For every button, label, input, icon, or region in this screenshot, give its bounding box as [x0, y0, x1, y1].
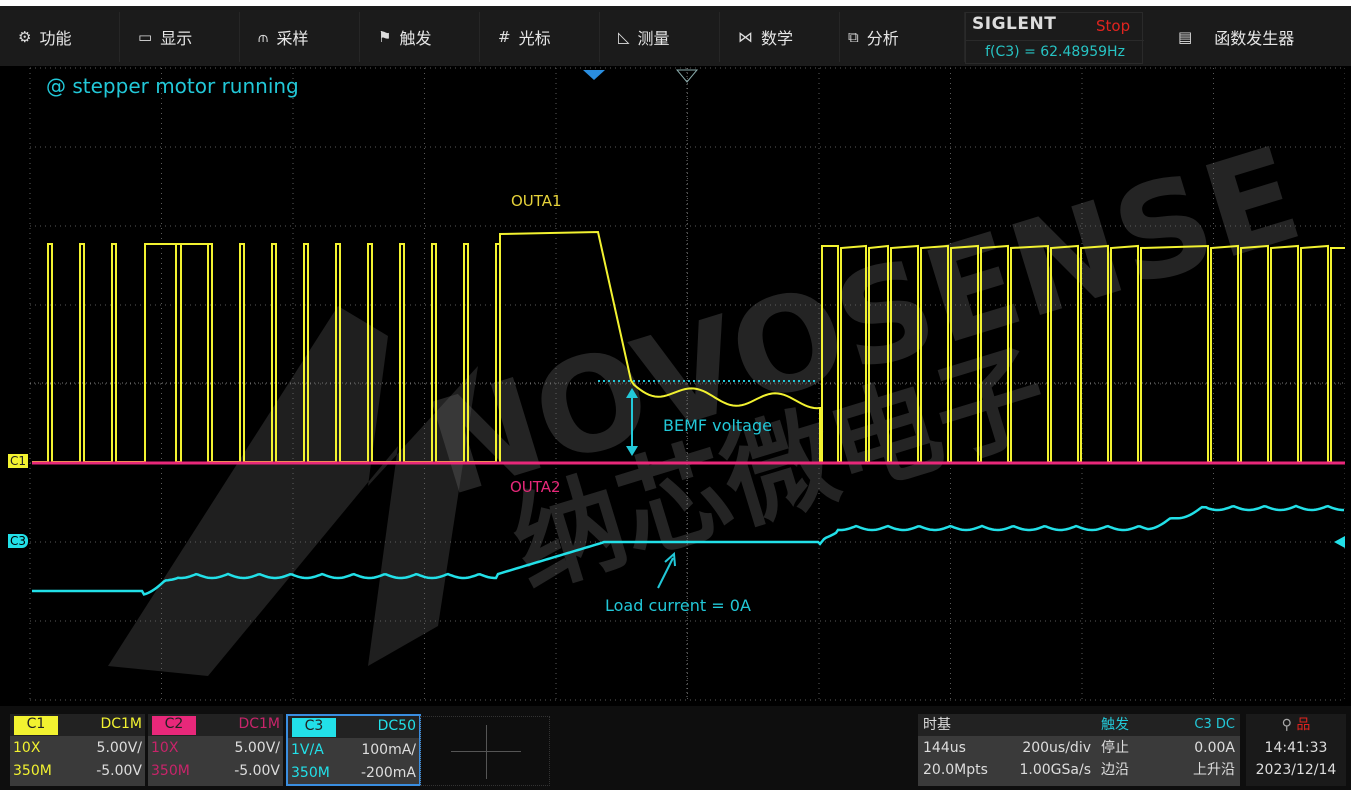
trigger-source: C3 DC — [1194, 717, 1235, 732]
menu-label: 分析 — [866, 29, 899, 48]
menu-label: 功能 — [39, 29, 72, 48]
document-icon: ▤ — [1178, 28, 1193, 46]
channel-label: C2 — [152, 716, 196, 735]
arrow-head — [664, 551, 676, 567]
annotation-title: @ stepper motor running — [46, 74, 299, 98]
trigger-position-marker — [583, 70, 605, 80]
probe: 10X — [151, 740, 179, 756]
bottom-status-bar: C1 DC1M 10X 5.00V/ 350M -5.00V C2 DC1M 10X 5.0… — [0, 706, 1351, 790]
coupling: DC1M — [238, 716, 280, 732]
menu-label: 数学 — [761, 29, 794, 48]
menu-label: 函数发生器 — [1214, 29, 1295, 48]
annotation-load-current: Load current = 0A — [605, 596, 751, 615]
c3-waveform — [32, 504, 1344, 596]
clock-time: 14:41:33 — [1264, 740, 1328, 756]
status-panel: SIGLENT Stop f(C3) = 62.48959Hz — [965, 12, 1144, 64]
trigger-title: 触发 — [1101, 717, 1129, 733]
top-menu-bar: ⚙ 功能 ▭ 显示 ⫙ 采样 ⚑ 触发 # 光标 ◺ 测量 ⋈ 数学 ⧉ 分析 SIGLENT Stop f(… — [0, 0, 1351, 66]
menu-gear[interactable]: ⚙ 功能 — [0, 12, 120, 62]
timebase-delay: 144us — [923, 740, 966, 756]
trigger-slope: 上升沿 — [1193, 762, 1235, 778]
cursor-grid-icon: # — [498, 28, 511, 46]
usb-icon: ⚲ — [1281, 717, 1292, 733]
frequency-readout: f(C3) = 62.48959Hz — [966, 40, 1144, 60]
channel-c2-panel[interactable]: C2 DC1M 10X 5.00V/ 350M -5.00V — [148, 714, 283, 786]
system-status: ⚲ 品 14:41:33 2023/12/14 — [1246, 714, 1346, 786]
flag-icon: ⚑ — [378, 28, 392, 46]
menu-math[interactable]: ⋈ 数学 — [720, 12, 840, 62]
measure-icon: ◺ — [618, 28, 630, 46]
timebase-title: 时基 — [923, 717, 951, 733]
add-channel-button[interactable] — [420, 716, 550, 786]
menu-label: 显示 — [160, 29, 193, 48]
channel-c3-panel[interactable]: C3 DC50 1V/A 100mA/ 350M -200mA — [286, 714, 421, 786]
offset: -5.00V — [234, 763, 280, 779]
offset: -200mA — [361, 765, 416, 781]
clock-date: 2023/12/14 — [1255, 762, 1337, 778]
trigger-type: 边沿 — [1101, 762, 1129, 778]
waveform-display[interactable]: NOVOSENSE 纳芯微电子 @ stepper motor running O… — [8, 66, 1345, 706]
coupling: DC1M — [100, 716, 142, 732]
channel-label: C3 — [292, 718, 336, 737]
vertical-scale: 5.00V/ — [234, 740, 280, 756]
acquire-icon: ⫙ — [258, 28, 269, 46]
bandwidth: 350M — [151, 763, 190, 779]
menu-analysis[interactable]: ⧉ 分析 — [830, 12, 965, 62]
menu-flag[interactable]: ⚑ 触发 — [360, 12, 480, 62]
trigger-level-marker — [1334, 536, 1345, 548]
vertical-scale: 100mA/ — [361, 742, 416, 758]
coupling: DC50 — [377, 718, 416, 734]
arrow-head-down — [626, 446, 638, 456]
trigger-panel[interactable]: 触发 C3 DC 停止 0.00A 边沿 上升沿 — [1096, 714, 1240, 786]
arrow-head-up — [626, 388, 638, 398]
watermark-logo — [108, 306, 478, 676]
probe: 10X — [13, 740, 41, 756]
menu-measure[interactable]: ◺ 测量 — [600, 12, 720, 62]
run-status[interactable]: Stop — [1096, 17, 1131, 35]
annotation-bemf: BEMF voltage — [663, 416, 772, 435]
bandwidth: 350M — [291, 765, 330, 781]
center-position-marker — [675, 69, 699, 83]
gear-icon: ⚙ — [18, 28, 32, 46]
offset: -5.00V — [96, 763, 142, 779]
menu-label: 采样 — [276, 29, 309, 48]
analysis-icon: ⧉ — [848, 28, 859, 46]
trigger-level: 0.00A — [1194, 740, 1235, 756]
c1-marker[interactable]: C1 — [8, 454, 29, 468]
bandwidth: 350M — [13, 763, 52, 779]
menu-label: 触发 — [399, 29, 432, 48]
load-current-arrow — [657, 557, 674, 589]
timebase-panel[interactable]: 时基 144us 200us/div 20.0Mpts 1.00GSa/s — [918, 714, 1096, 786]
vertical-scale: 5.00V/ — [96, 740, 142, 756]
menu-cursor-grid[interactable]: # 光标 — [480, 12, 600, 62]
network-disconnected-icon: 品 — [1296, 717, 1311, 733]
annotation-outa1: OUTA1 — [511, 192, 562, 210]
siglent-logo: SIGLENT — [972, 14, 1057, 34]
menu-monitor[interactable]: ▭ 显示 — [120, 12, 240, 62]
menu-function-generator[interactable]: ▤ 函数发生器 — [1160, 12, 1351, 62]
c3-marker[interactable]: C3 — [8, 534, 29, 548]
probe: 1V/A — [291, 742, 324, 758]
sample-rate: 1.00GSa/s — [1019, 762, 1092, 778]
menu-label: 光标 — [518, 29, 551, 48]
menu-label: 测量 — [637, 29, 670, 48]
menu-acquire[interactable]: ⫙ 采样 — [240, 12, 360, 62]
channel-label: C1 — [14, 716, 58, 735]
math-icon: ⋈ — [738, 28, 753, 46]
memory-depth: 20.0Mpts — [923, 762, 988, 778]
annotation-outa2: OUTA2 — [510, 478, 561, 496]
trigger-state: 停止 — [1101, 740, 1129, 756]
channel-c1-panel[interactable]: C1 DC1M 10X 5.00V/ 350M -5.00V — [10, 714, 145, 786]
monitor-icon: ▭ — [138, 28, 153, 46]
timebase-scale: 200us/div — [1022, 740, 1091, 756]
